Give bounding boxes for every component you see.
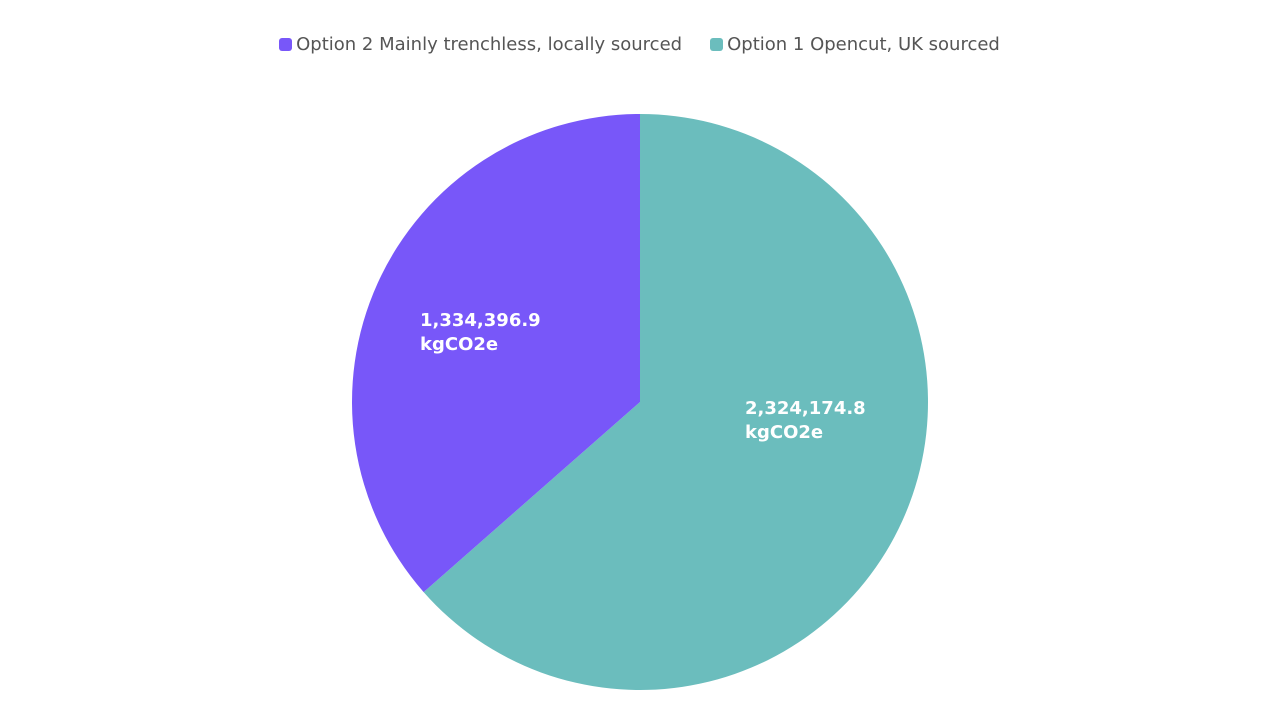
- legend-label-option-1: Option 1 Opencut, UK sourced: [727, 34, 1000, 55]
- legend-item-option-1[interactable]: Option 1 Opencut, UK sourced: [710, 34, 1000, 55]
- legend-swatch-option-2: [279, 38, 293, 51]
- data-label-line: kgCO2e: [420, 334, 498, 355]
- chart-legend: Option 2 Mainly trenchless, locally sour…: [0, 34, 1279, 55]
- data-label-option-2: 1,334,396.9 kgCO2e: [420, 310, 541, 355]
- legend-swatch-option-1: [710, 38, 724, 51]
- legend-label-option-2: Option 2 Mainly trenchless, locally sour…: [296, 34, 683, 55]
- data-label-line: kgCO2e: [745, 422, 823, 443]
- data-label-option-1: 2,324,174.8 kgCO2e: [745, 398, 866, 443]
- data-label-line: 2,324,174.8: [745, 398, 866, 419]
- legend-item-option-2[interactable]: Option 2 Mainly trenchless, locally sour…: [279, 34, 682, 55]
- data-label-line: 1,334,396.9: [420, 310, 541, 331]
- pie-slice-option-2[interactable]: [352, 114, 640, 593]
- pie-slice-option-1[interactable]: [423, 114, 928, 691]
